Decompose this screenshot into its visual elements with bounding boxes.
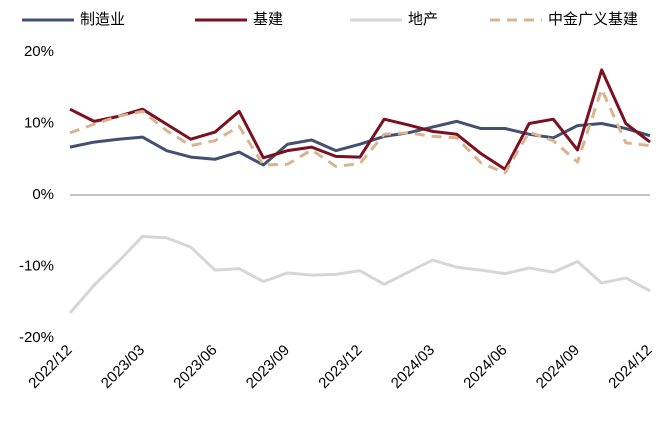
x-tick-label: 2024/09 — [533, 342, 583, 392]
x-tick-label: 2023/03 — [98, 342, 148, 392]
y-tick-label: 10% — [24, 114, 54, 131]
legend-label: 中金广义基建 — [548, 11, 638, 28]
y-tick-label: 20% — [24, 43, 54, 60]
y-tick-label: -10% — [19, 257, 54, 274]
x-tick-label: 2023/12 — [315, 342, 365, 392]
legend-label: 地产 — [408, 11, 438, 28]
y-tick-label: -20% — [19, 329, 54, 346]
series-line — [69, 119, 651, 167]
x-tick-label: 2022/12 — [25, 342, 75, 392]
legend-label: 基建 — [253, 11, 283, 28]
legend-label: 制造业 — [80, 11, 125, 28]
series-line — [69, 87, 651, 175]
x-tick-label: 2023/06 — [170, 342, 220, 392]
y-tick-label: 0% — [32, 186, 54, 203]
x-tick-label: 2024/06 — [460, 342, 510, 392]
series-line — [69, 68, 651, 171]
series-line — [68, 234, 651, 314]
x-tick-label: 2024/12 — [605, 342, 655, 392]
x-tick-label: 2024/03 — [388, 342, 438, 392]
x-tick-label: 2023/09 — [243, 342, 293, 392]
